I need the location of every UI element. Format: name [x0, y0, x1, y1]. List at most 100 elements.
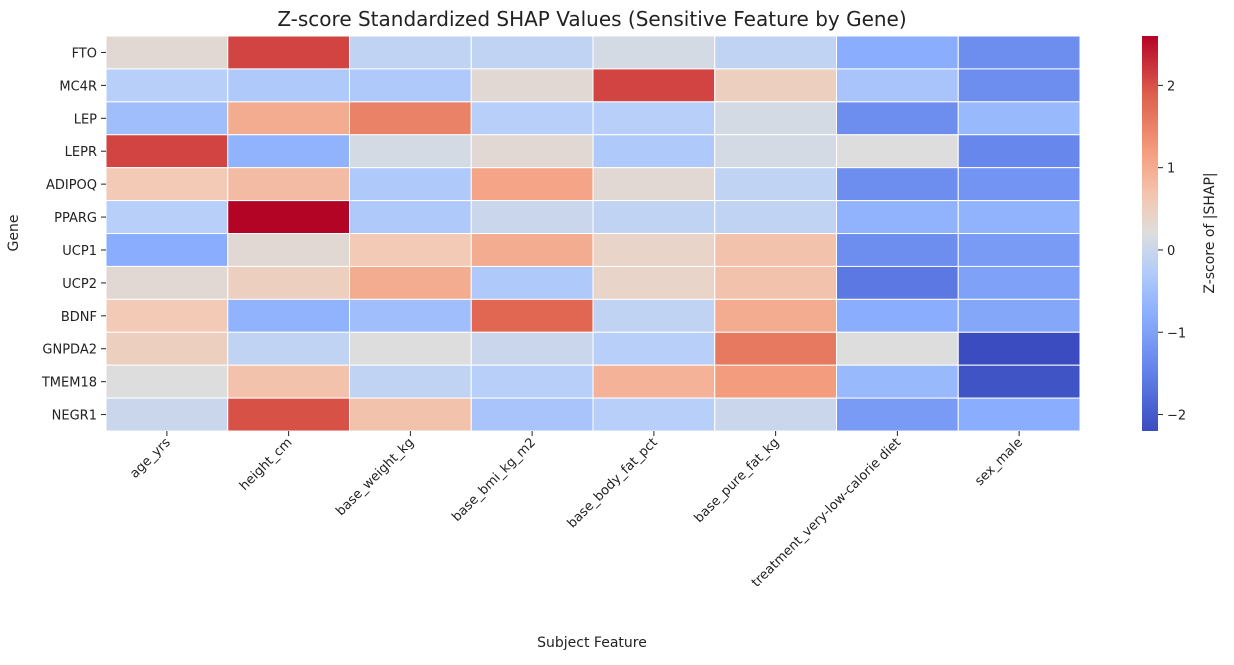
x-tick-label: sex_male — [972, 435, 1026, 489]
heatmap-cell — [105, 298, 229, 333]
colorbar-tick-label: 0 — [1167, 244, 1175, 259]
heatmap-cell — [592, 331, 716, 366]
heatmap-cell — [227, 233, 350, 267]
heatmap-cell — [592, 200, 716, 235]
colorbar-tick-label: 1 — [1167, 162, 1175, 177]
heatmap-cell — [105, 200, 229, 235]
heatmap-cell — [470, 134, 594, 169]
colorbar-gradient — [1142, 36, 1158, 431]
heatmap-cell — [592, 101, 716, 136]
heatmap-cell — [957, 68, 1081, 103]
heatmap-cell — [714, 167, 837, 202]
colorbar-tick-label: −2 — [1167, 409, 1186, 424]
y-axis: FTO MC4R LEP LEPR ADIPOQ PPARG UCP1 UCP2 BDNF GNP… — [41, 46, 106, 424]
y-tick-label: MC4R — [59, 79, 97, 94]
y-tick-label: FTO — [72, 46, 97, 61]
heatmap-cell — [349, 101, 472, 136]
heatmap-cell — [957, 200, 1081, 235]
y-tick-label: UCP1 — [62, 244, 97, 259]
heatmap-cell — [227, 331, 350, 366]
y-tick-label: ADIPOQ — [46, 178, 97, 193]
x-axis-label: Subject Feature — [537, 635, 647, 651]
x-tick-label: base_weight_kg — [333, 435, 417, 519]
x-tick-label: height_cm — [237, 435, 296, 494]
heatmap-cell — [592, 134, 716, 169]
heatmap-cell — [470, 101, 594, 136]
y-tick-label: BDNF — [61, 310, 97, 325]
heatmap-cell — [105, 364, 229, 399]
heatmap-cell — [105, 331, 229, 366]
heatmap-cell — [957, 364, 1081, 399]
heatmap-cell — [836, 134, 959, 169]
colorbar-label: Z-score of |SHAP| — [1202, 172, 1218, 293]
heatmap-cell — [836, 265, 959, 300]
heatmap-cell — [957, 265, 1081, 300]
heatmap-cell — [957, 331, 1081, 366]
heatmap-cell — [714, 101, 837, 136]
heatmap-cell — [592, 265, 716, 300]
heatmap-cell — [836, 167, 959, 202]
heatmap-cell — [105, 233, 229, 267]
heatmap-cell — [349, 68, 472, 103]
heatmap-cell — [470, 200, 594, 235]
heatmap-cell — [227, 397, 350, 432]
heatmap-cell — [470, 364, 594, 399]
heatmap-cell — [714, 233, 837, 267]
colorbar: −2 −1 0 1 2 Z-score of |SHAP| — [1142, 36, 1218, 431]
x-axis: age_yrs height_cm base_weight_kg base_bmi_k… — [127, 431, 1026, 590]
x-tick-label: treatment_very-low-calorie diet — [749, 435, 904, 590]
heatmap-cell — [227, 167, 350, 202]
heatmap-cell — [592, 35, 716, 70]
heatmap-cell — [836, 35, 959, 70]
heatmap-cell — [714, 35, 837, 70]
heatmap-cell — [349, 35, 472, 70]
heatmap-cell — [227, 68, 350, 103]
heatmap-cell — [227, 265, 350, 300]
heatmap-cell — [957, 101, 1081, 136]
heatmap-cell — [227, 35, 350, 70]
heatmap-cell — [836, 68, 959, 103]
x-tick-label: base_pure_fat_kg — [692, 435, 783, 526]
heatmap-cells — [105, 35, 1081, 432]
heatmap-cell — [349, 298, 472, 333]
heatmap-cell — [105, 265, 229, 300]
x-tick-label: base_bmi_kg_m2 — [449, 435, 539, 525]
heatmap-cell — [105, 167, 229, 202]
y-axis-label: Gene — [6, 215, 22, 252]
x-tick-label: base_body_fat_pct — [565, 435, 661, 531]
heatmap-cell — [105, 35, 229, 70]
colorbar-tick-label: 2 — [1167, 79, 1175, 94]
heatmap-cell — [227, 134, 350, 169]
heatmap-cell — [836, 397, 959, 432]
heatmap-cell — [957, 397, 1081, 432]
heatmap-cell — [227, 364, 350, 399]
heatmap-cell — [714, 200, 837, 235]
heatmap-cell — [470, 265, 594, 300]
heatmap-cell — [227, 101, 350, 136]
heatmap-cell — [592, 167, 716, 202]
heatmap-cell — [714, 331, 837, 366]
x-tick-label: age_yrs — [127, 435, 173, 481]
y-tick-label: NEGR1 — [52, 409, 97, 424]
heatmap-cell — [227, 200, 350, 235]
chart-title: Z-score Standardized SHAP Values (Sensit… — [277, 7, 906, 31]
heatmap-cell — [592, 68, 716, 103]
heatmap-cell — [957, 298, 1081, 333]
heatmap-cell — [349, 200, 472, 235]
heatmap-cell — [105, 68, 229, 103]
heatmap-cell — [592, 298, 716, 333]
heatmap-cell — [592, 364, 716, 399]
heatmap-cell — [349, 134, 472, 169]
y-tick-label: LEPR — [65, 145, 97, 160]
heatmap-cell — [105, 134, 229, 169]
heatmap-cell — [957, 167, 1081, 202]
heatmap-cell — [957, 134, 1081, 169]
heatmap-cell — [349, 265, 472, 300]
heatmap-cell — [836, 101, 959, 136]
heatmap-cell — [714, 265, 837, 300]
heatmap-cell — [714, 397, 837, 432]
heatmap-cell — [714, 364, 837, 399]
heatmap-cell — [470, 331, 594, 366]
y-tick-label: UCP2 — [62, 277, 97, 292]
